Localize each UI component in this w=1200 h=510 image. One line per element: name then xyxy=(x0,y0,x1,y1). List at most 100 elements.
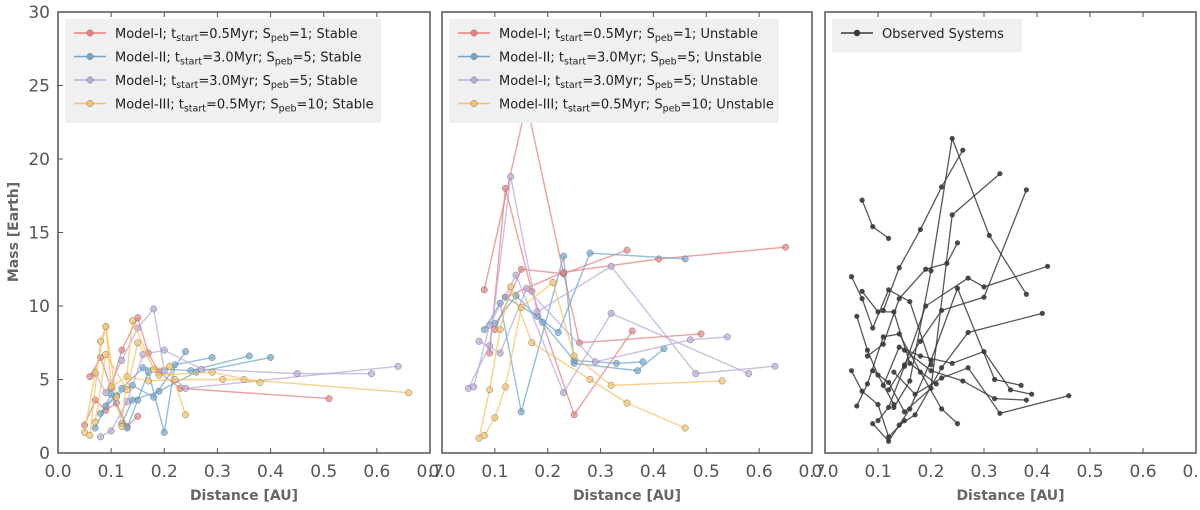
series-line xyxy=(850,276,932,366)
data-point xyxy=(939,184,945,190)
data-point xyxy=(480,286,488,294)
data-point xyxy=(325,395,333,403)
data-point xyxy=(681,255,689,263)
series-line xyxy=(478,284,686,439)
data-point xyxy=(981,284,987,290)
legend-marker xyxy=(86,53,94,60)
data-point xyxy=(1007,387,1014,393)
data-point xyxy=(491,414,499,422)
data-point xyxy=(517,408,525,416)
data-point xyxy=(859,288,865,294)
y-tick-label: 15 xyxy=(28,224,50,244)
data-point xyxy=(864,353,871,359)
data-point xyxy=(475,434,483,442)
y-tick-label: 30 xyxy=(28,3,50,23)
data-point xyxy=(1029,391,1035,397)
data-point xyxy=(917,353,924,359)
data-point xyxy=(912,391,918,397)
data-point xyxy=(771,362,779,370)
legend: Model-I; tstart=0.5Myr; Speb=1; Stable Mo… xyxy=(65,19,381,123)
series-4 xyxy=(81,317,413,439)
data-point xyxy=(917,338,924,344)
x-tick-label: 0.0 xyxy=(44,462,71,482)
x-tick-label: 0.7 xyxy=(416,462,443,482)
data-point xyxy=(992,396,998,402)
data-point xyxy=(965,329,971,336)
data-point xyxy=(960,147,966,153)
data-point xyxy=(166,362,174,370)
data-point xyxy=(182,411,189,419)
data-point xyxy=(870,368,876,374)
x-tick-label: 0.5 xyxy=(693,462,720,482)
data-point xyxy=(886,404,892,411)
data-point xyxy=(150,305,158,313)
series-line xyxy=(494,294,643,365)
data-point xyxy=(891,404,897,411)
y-tick-label: 10 xyxy=(28,297,50,317)
x-tick-label: 0.1 xyxy=(481,462,508,482)
x-tick-label: 0.4 xyxy=(1023,462,1050,482)
series-line xyxy=(473,273,749,395)
y-tick-label: 25 xyxy=(28,77,50,97)
data-point xyxy=(496,326,504,333)
panel-3: 0.0 0.1 0.2 0.3 0.4 0.5 0.6 0.7 Observed Systems… xyxy=(811,11,1200,504)
data-point xyxy=(486,321,494,329)
data-point xyxy=(134,314,142,322)
x-tick-label: 0.3 xyxy=(587,462,614,482)
data-point xyxy=(986,232,992,239)
data-point xyxy=(134,339,142,347)
data-point xyxy=(586,376,594,383)
data-point xyxy=(782,243,790,251)
data-point xyxy=(155,387,163,395)
legend: Observed Systems xyxy=(832,19,1022,53)
data-point xyxy=(128,317,136,325)
data-point xyxy=(102,402,110,410)
panel-2: 0.0 0.1 0.2 0.3 0.4 0.5 0.6 0.7 Model-I; tstart=… xyxy=(428,11,826,504)
data-point xyxy=(394,362,402,370)
data-point xyxy=(848,274,855,280)
data-point xyxy=(1023,291,1029,297)
data-point xyxy=(102,389,110,397)
data-point xyxy=(939,375,945,381)
data-point xyxy=(586,249,594,257)
data-point xyxy=(1018,382,1024,388)
data-point xyxy=(118,356,126,364)
data-point xyxy=(886,387,892,393)
data-point xyxy=(954,240,961,246)
x-tick-label: 0.4 xyxy=(640,462,667,482)
plot-frame xyxy=(824,11,1197,454)
data-point xyxy=(123,386,131,394)
data-point xyxy=(560,389,568,397)
data-point xyxy=(692,370,700,378)
data-point xyxy=(939,365,945,371)
data-point xyxy=(859,296,865,302)
data-point xyxy=(523,284,531,292)
data-point xyxy=(1066,393,1072,399)
data-point xyxy=(870,421,876,427)
data-point xyxy=(896,265,902,271)
data-point xyxy=(480,326,488,333)
data-point xyxy=(591,358,599,366)
data-point xyxy=(118,346,126,354)
series-line xyxy=(888,189,1028,391)
data-point xyxy=(639,358,647,366)
data-point xyxy=(86,373,94,381)
x-tick-label: 0.0 xyxy=(428,462,455,482)
data-point xyxy=(144,368,152,376)
data-point xyxy=(405,389,413,397)
data-point xyxy=(623,246,631,254)
series-line xyxy=(467,176,776,389)
legend-label: Model-I; tstart=0.5Myr; Speb=1; Stable xyxy=(115,27,358,44)
series-line xyxy=(89,326,409,436)
data-point xyxy=(517,265,525,273)
legend-marker xyxy=(853,29,861,37)
data-point xyxy=(681,424,689,432)
legend-marker xyxy=(86,100,94,107)
legend-box xyxy=(65,19,381,123)
legend-marker xyxy=(470,76,478,84)
data-point xyxy=(965,365,971,371)
data-point xyxy=(880,307,886,314)
data-point xyxy=(501,383,509,391)
data-point xyxy=(891,369,897,375)
data-point xyxy=(901,362,908,368)
